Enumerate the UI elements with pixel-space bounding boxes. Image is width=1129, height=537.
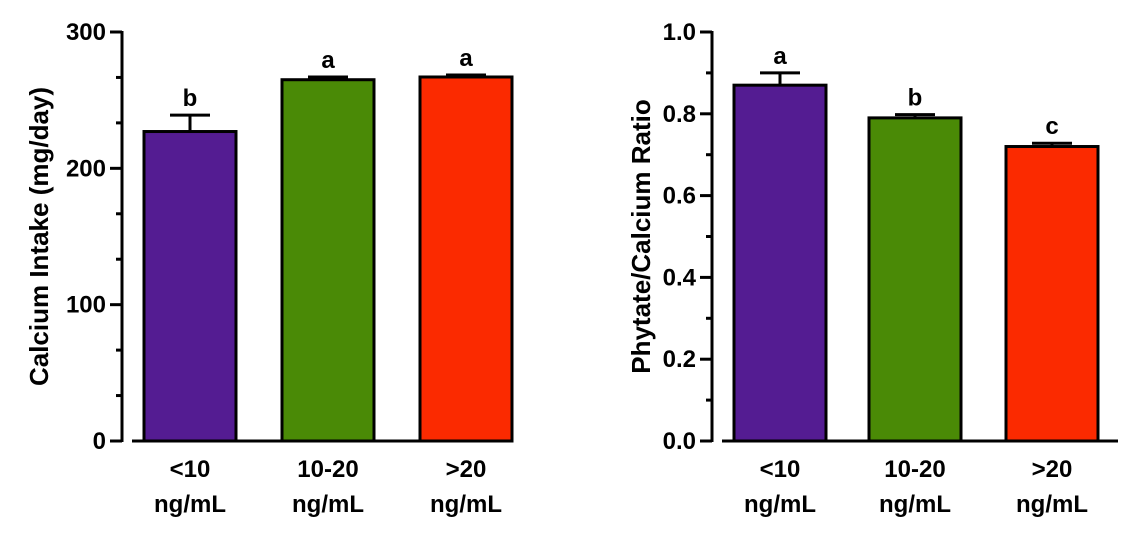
significance-label-1: a: [321, 47, 335, 74]
category-label-line1-2: >20: [1032, 456, 1073, 483]
bar-2: [1004, 145, 1100, 443]
category-label-line2-0: ng/mL: [154, 491, 226, 518]
y-axis-title: Phytate/Calcium Ratio: [626, 99, 656, 374]
bar-0: [732, 83, 828, 443]
bar-0: [142, 130, 238, 443]
category-label-line2-2: ng/mL: [430, 491, 502, 518]
significance-label-1: b: [908, 85, 923, 112]
category-label-line2-1: ng/mL: [292, 491, 364, 518]
y-axis-title: Calcium Intake (mg/day): [24, 87, 54, 386]
y-tick-label-0: 0: [93, 428, 106, 455]
calcium-intake-chart: b <10 ng/mL a 10-20 ng/mL a >20 ng/mL 0 100 200 300 C…: [24, 19, 514, 518]
y-tick-label-4: 0.8: [663, 101, 696, 128]
significance-label-2: c: [1045, 113, 1058, 140]
significance-label-2: a: [459, 45, 473, 72]
y-tick-label-0: 0.0: [663, 428, 696, 455]
significance-label-0: a: [773, 43, 787, 70]
category-label-line1-0: <10: [170, 456, 211, 483]
phytate-calcium-ratio-chart: a <10 ng/mL b 10-20 ng/mL c >20 ng/mL 0.0 0.2 0.4 0.…: [626, 19, 1118, 518]
category-label-line1-1: 10-20: [884, 456, 945, 483]
category-label-line2-0: ng/mL: [744, 491, 816, 518]
bar-1: [280, 78, 376, 443]
category-label-line2-1: ng/mL: [879, 491, 951, 518]
y-tick-label-2: 200: [66, 155, 106, 182]
y-tick-label-3: 300: [66, 19, 106, 46]
y-tick-label-1: 0.2: [663, 346, 696, 373]
y-tick-label-1: 100: [66, 292, 106, 319]
category-label-line1-2: >20: [446, 456, 487, 483]
bar-2: [418, 75, 514, 443]
bar-1: [867, 116, 963, 443]
y-tick-label-2: 0.4: [663, 264, 697, 291]
y-tick-label-5: 1.0: [663, 19, 696, 46]
category-label-line1-1: 10-20: [297, 456, 358, 483]
category-label-line2-2: ng/mL: [1016, 491, 1088, 518]
significance-label-0: b: [183, 85, 198, 112]
category-label-line1-0: <10: [760, 456, 801, 483]
y-tick-label-3: 0.6: [663, 183, 696, 210]
